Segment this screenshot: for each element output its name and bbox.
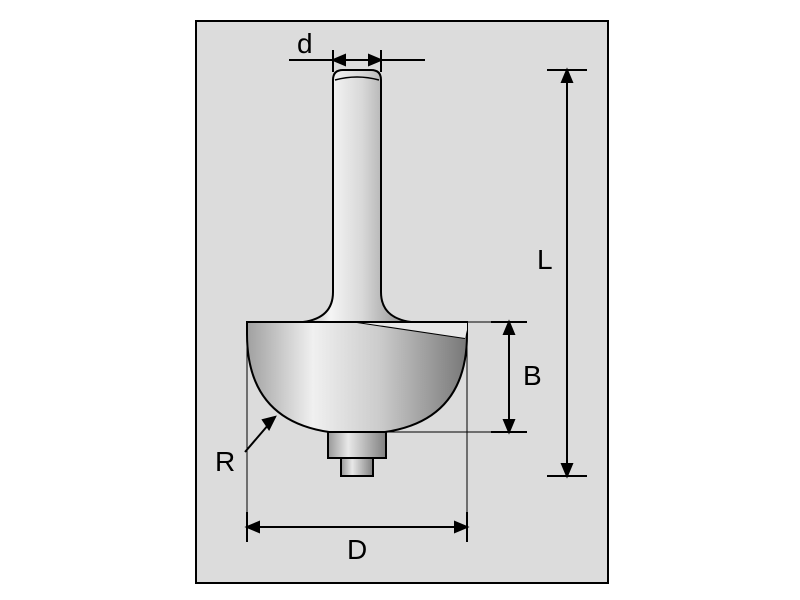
label-R: R	[215, 446, 235, 478]
bearing-inner	[341, 458, 373, 476]
label-B: B	[523, 360, 542, 392]
bearing-outer	[328, 432, 386, 458]
label-d: d	[297, 28, 313, 60]
dim-L	[547, 70, 587, 476]
diagram-frame: d L B D R	[195, 20, 609, 584]
dim-B	[491, 322, 527, 432]
router-bit-drawing	[197, 22, 607, 582]
shank	[303, 70, 411, 322]
label-L: L	[537, 244, 553, 276]
label-D: D	[347, 534, 367, 566]
dim-R	[245, 417, 275, 452]
cutter-head	[247, 322, 467, 432]
